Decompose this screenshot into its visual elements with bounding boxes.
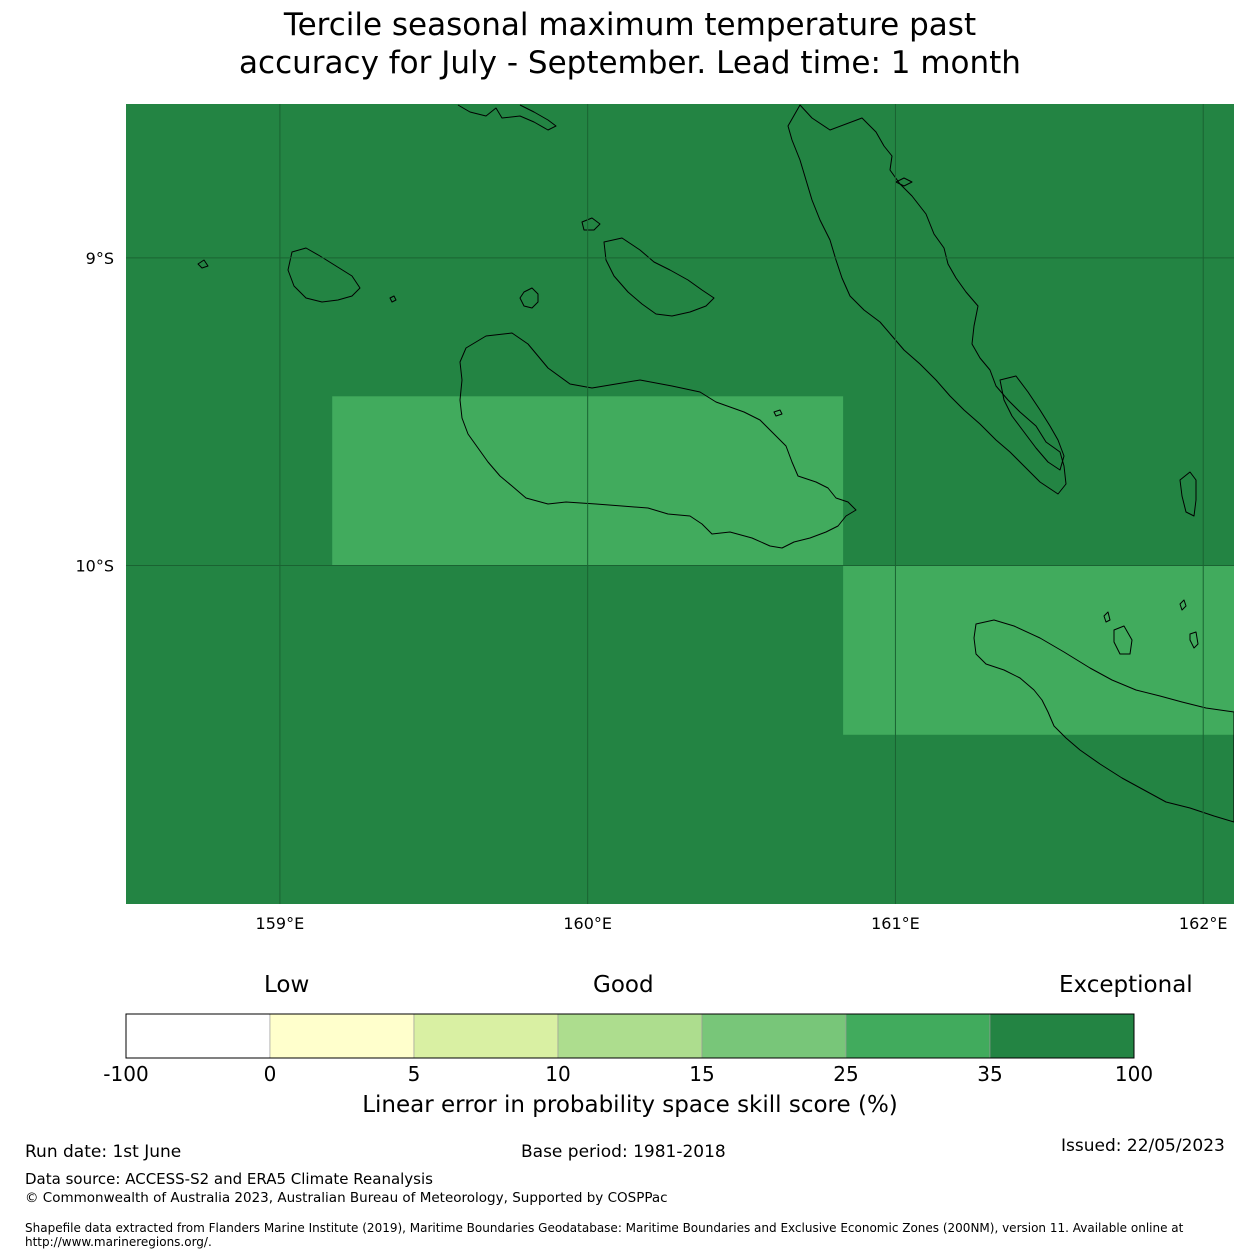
coastline-guadalcanal <box>459 332 857 549</box>
copyright: © Commonwealth of Australia 2023, Austra… <box>25 1190 668 1206</box>
colorbar-tick-label: 100 <box>1114 1062 1154 1086</box>
coastline-islet-10 <box>389 295 397 303</box>
title-line-1: Tercile seasonal maximum temperature pas… <box>283 7 977 43</box>
colorbar-tick-label: 0 <box>263 1062 277 1086</box>
lon-tick-label: 161°E <box>871 914 920 933</box>
colorbar-bin-6 <box>845 1013 991 1059</box>
coastline-small-malaita <box>999 375 1065 471</box>
coastline-north-islands <box>457 104 557 131</box>
base-period: Base period: 1981-2018 <box>521 1142 726 1162</box>
colorbar-bin-1 <box>125 1013 271 1059</box>
coastline-savo <box>519 287 539 309</box>
coastline-makira <box>973 619 1234 823</box>
colorbar-bin-7 <box>989 1013 1135 1059</box>
colorbar-tick-label: 10 <box>545 1062 571 1086</box>
title-line-2: accuracy for July - September. Lead time… <box>239 45 1021 81</box>
coastline-islet-5 <box>1103 611 1111 623</box>
colorbar-tick-label: 15 <box>689 1062 715 1086</box>
category-exceptional: Exceptional <box>1059 972 1193 998</box>
coastline-islet-3 <box>1179 471 1197 517</box>
colorbar-bin-5 <box>701 1013 847 1059</box>
colorbar-bin-2 <box>269 1013 415 1059</box>
run-date: Run date: 1st June <box>25 1142 182 1162</box>
colorbar-bin-4 <box>557 1013 703 1059</box>
map-title: Tercile seasonal maximum temperature pas… <box>0 6 1260 82</box>
category-low: Low <box>264 972 310 998</box>
lon-tick-label: 160°E <box>563 914 612 933</box>
colorbar-frame <box>125 1013 1135 1059</box>
coastline-islet-7 <box>773 409 783 417</box>
issued-date: Issued: 22/05/2023 <box>1061 1136 1225 1156</box>
coastline-islet-1 <box>581 217 601 231</box>
colorbar-tick-label: 25 <box>833 1062 859 1086</box>
lat-tick-label: 9°S <box>86 249 114 268</box>
colorbar-bin-3 <box>413 1013 559 1059</box>
skill-cell-2 <box>843 565 1234 735</box>
category-good: Good <box>593 972 654 998</box>
coastline-islet-2 <box>197 259 209 269</box>
lon-tick-label: 162°E <box>1179 914 1228 933</box>
axis-labels: 159°E 160°E 161°E 162°E 9°S 10°S <box>75 249 1227 933</box>
coastline-islet-9 <box>1189 631 1199 649</box>
colorbar-tick-label: 35 <box>977 1062 1003 1086</box>
data-source: Data source: ACCESS-S2 and ERA5 Climate … <box>25 1170 433 1188</box>
lon-tick-label: 159°E <box>256 914 305 933</box>
shapefile-credit: Shapefile data extracted from Flanders M… <box>25 1221 1184 1249</box>
colorbar <box>125 1013 1135 1059</box>
colorbar-label: Linear error in probability space skill … <box>362 1092 898 1118</box>
coastline-malaita <box>787 104 1067 495</box>
colorbar-tick-label: -100 <box>103 1062 149 1086</box>
lat-tick-label: 10°S <box>75 557 114 576</box>
coastline-islet-6 <box>895 177 913 187</box>
coastline-islet-4 <box>1113 625 1133 655</box>
gridlines <box>126 104 1234 904</box>
colorbar-tick-label: 5 <box>407 1062 421 1086</box>
coastlines <box>197 104 1234 823</box>
map-cells <box>126 104 1234 904</box>
coastline-russell-islands <box>287 247 361 303</box>
coastline-islet-8 <box>1179 599 1187 611</box>
